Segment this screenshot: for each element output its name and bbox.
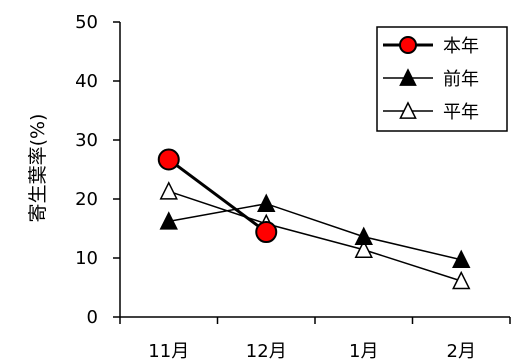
series-line: [168, 202, 462, 261]
x-tick-label: 11月: [148, 341, 189, 362]
series-filled-triangle: [159, 193, 471, 269]
series-group: [157, 148, 471, 290]
legend-marker: [399, 101, 417, 119]
y-tick-label: 0: [87, 307, 98, 328]
series-line: [168, 190, 462, 282]
legend-label: 前年: [443, 69, 479, 90]
series-open-triangle: [159, 181, 471, 290]
y-tick-label: 30: [75, 130, 98, 151]
data-point: [452, 270, 471, 290]
data-point: [159, 211, 178, 230]
y-tick-label: 40: [75, 71, 98, 92]
data-point: [255, 221, 278, 244]
legend-item: 平年: [383, 101, 479, 123]
legend-item: 本年: [383, 36, 479, 57]
legend-box: [376, 26, 508, 132]
data-point: [159, 181, 178, 200]
legend-label: 本年: [443, 36, 479, 57]
legend-marker: [399, 36, 417, 54]
series-circle: [157, 148, 278, 244]
legend-label: 平年: [443, 102, 479, 123]
series-line: [167, 158, 268, 234]
data-point: [354, 226, 373, 246]
data-point: [452, 249, 471, 269]
axes: [113, 21, 511, 324]
data-point: [354, 239, 373, 258]
y-tick-label: 50: [75, 12, 98, 33]
data-point: [257, 193, 276, 212]
legend-marker: [399, 68, 417, 86]
x-tick-label: 2月: [447, 341, 476, 362]
data-point: [157, 148, 180, 171]
y-tick-label: 20: [75, 189, 98, 210]
x-tick-labels: 11月 12月 1月 2月: [148, 341, 476, 362]
y-tick-label: 10: [75, 248, 98, 269]
x-tick-label: 12月: [246, 341, 287, 362]
x-tick-label: 1月: [349, 341, 378, 362]
y-axis-label: 寄生葉率(%): [27, 114, 49, 223]
legend-item: 前年: [383, 68, 479, 90]
y-tick-labels: 0 10 20 30 40 50: [75, 12, 98, 328]
